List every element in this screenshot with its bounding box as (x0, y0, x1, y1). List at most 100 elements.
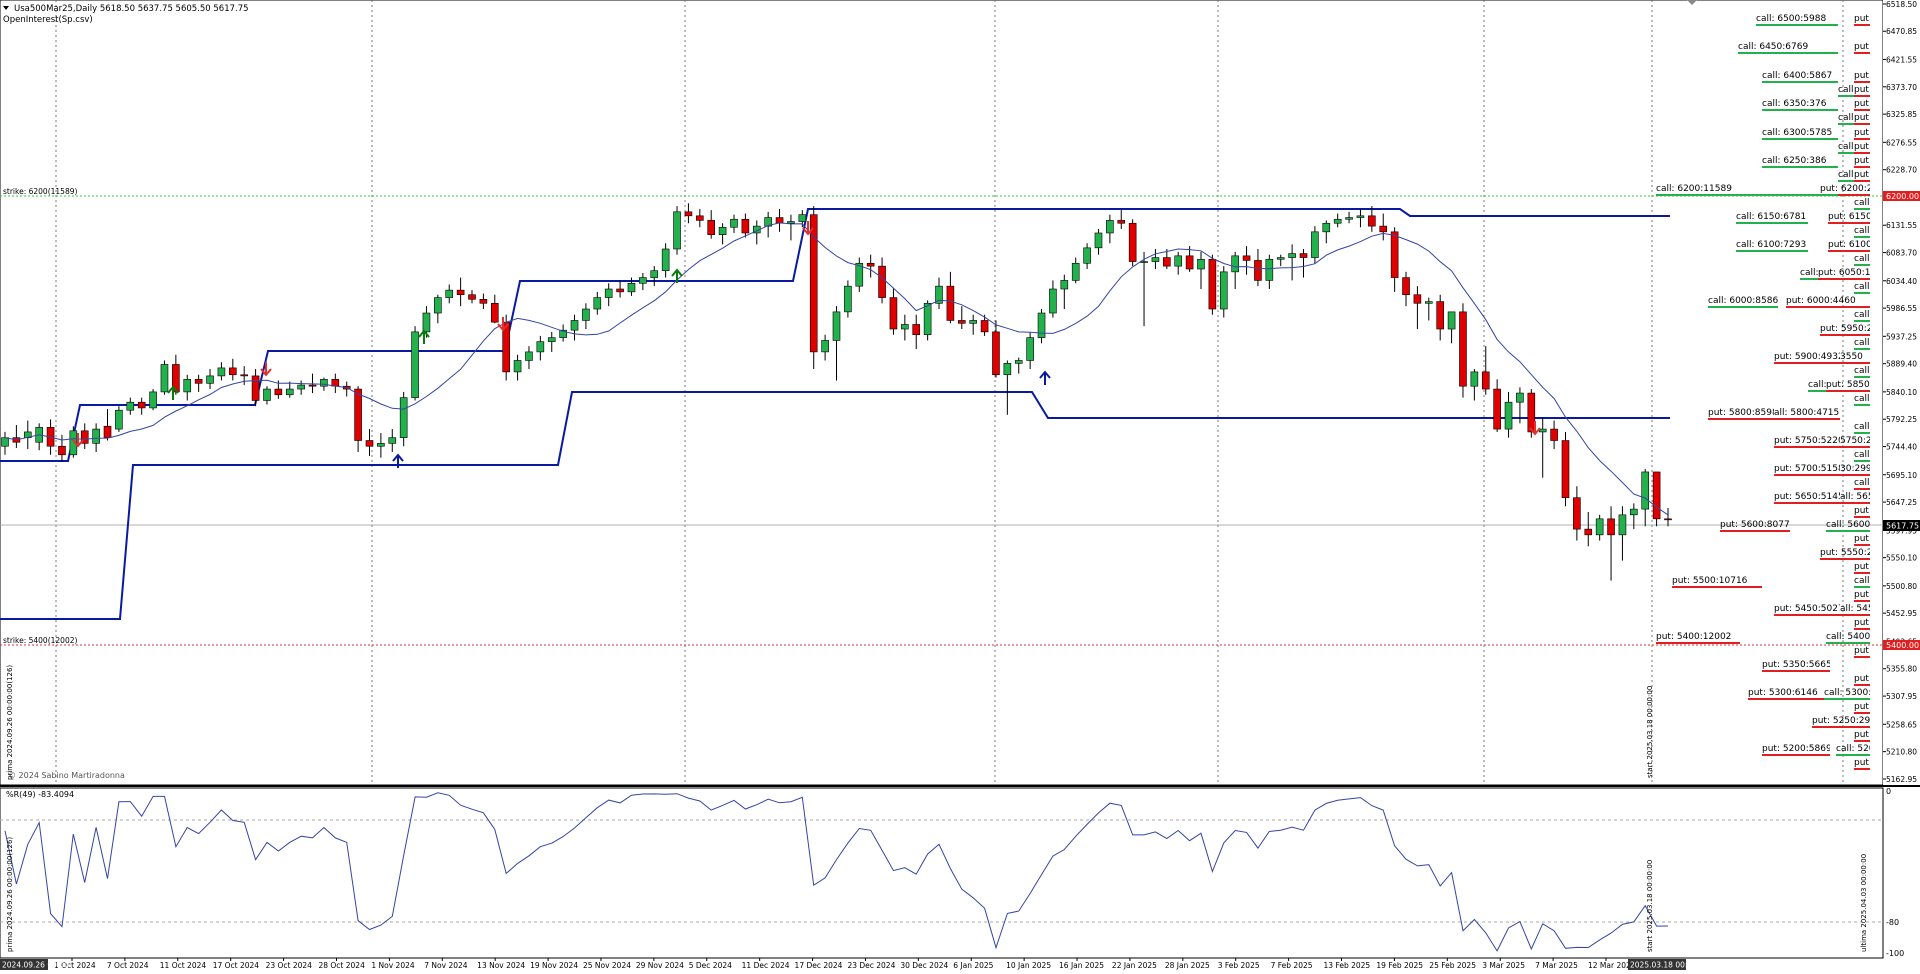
time-axis-label: 19 Feb 2025 (1376, 961, 1423, 970)
open-interest-label: put: 5 (1854, 702, 1870, 714)
open-interest-label: call (1838, 142, 1858, 154)
bull-candle (1, 437, 9, 447)
bear-candle (1208, 258, 1217, 310)
open-interest-label: call: 5200 (1836, 744, 1870, 756)
bear-candle (1664, 518, 1672, 521)
bear-candle (1379, 225, 1388, 233)
bull-candle (1322, 222, 1331, 233)
open-interest-label: all: 5800:4715 (1774, 408, 1840, 420)
price-axis-label: 5937.25 (1886, 332, 1917, 341)
open-interest-label: put: 6 (1854, 14, 1870, 26)
bull-candle (445, 289, 454, 298)
prima-vertical-label: prima 2024.09.26 00:00:00(126) (6, 665, 14, 780)
bear-candle (1185, 255, 1194, 270)
bear-candle (1117, 220, 1126, 224)
open-interest-label: put: 6050:1 (1818, 268, 1870, 280)
bull-candle (627, 282, 636, 293)
open-interest-label: put: 6 (1854, 42, 1870, 54)
bull-candle (160, 364, 169, 393)
bear-candle (1459, 311, 1467, 387)
bull-candle (582, 308, 590, 321)
open-interest-label: 30:2999 (1840, 464, 1870, 476)
bull-candle (285, 388, 294, 396)
strike-5400-label: strike: 5400(12002) (3, 636, 77, 645)
price-axis-label: 5647.25 (1886, 498, 1917, 507)
bull-candle (764, 217, 772, 227)
open-interest-label: put: 6 (1854, 71, 1870, 83)
bear-candle (1607, 518, 1615, 536)
strike-6200-badge-label: 6200.00 (1886, 192, 1919, 201)
bear-candle (1436, 301, 1444, 330)
time-axis: 1 Oct 2024 7 Oct 2024 11 Oct 2024 17 Oct 20… (54, 958, 1636, 970)
bull-candle (1140, 261, 1148, 263)
open-interest-label: call: 6450:6769 (1738, 42, 1838, 54)
open-interest-label: call: 6300:5785 (1762, 128, 1838, 140)
bull-candle (1014, 360, 1023, 364)
bear-candle (1390, 231, 1399, 278)
bear-candle (616, 288, 624, 293)
price-axis-label: 5355.80 (1886, 665, 1917, 674)
bull-candle (1447, 311, 1456, 330)
open-interest-label: put: 5200:5869 (1762, 744, 1830, 756)
open-interest-label: call: 6 (1854, 226, 1870, 238)
open-interest-label: put: 5700:5158 (1774, 464, 1840, 476)
bull-candle (1231, 255, 1239, 273)
open-interest-label: put: 5600:8077 (1720, 520, 1790, 532)
bear-candle (251, 375, 260, 401)
buy-arrow-icon (418, 329, 430, 344)
bull-candle (115, 409, 123, 430)
williams-r-label: %R(49) -83.4094 (6, 790, 74, 799)
bull-candle (1276, 257, 1285, 260)
bull-candle (969, 320, 977, 324)
bull-candle (570, 320, 579, 331)
start-date-label: 2024.09.26 00:00 (2, 961, 69, 970)
bull-candle (604, 288, 613, 298)
open-interest-label: call (1838, 113, 1858, 125)
price-axis[interactable] (1883, 0, 1920, 974)
chart-menu-icon[interactable] (3, 6, 9, 10)
bear-candle (1584, 528, 1593, 536)
time-axis-label: 1 Oct 2024 (54, 961, 96, 970)
start-sub-vertical-label: start 2025.03.18 00:00:00 (1646, 860, 1654, 952)
bull-candle (673, 211, 681, 250)
bull-candle (1037, 312, 1046, 338)
buy-arrow-icon (392, 453, 404, 468)
open-interest-label: 5750:2 (1840, 436, 1870, 448)
time-axis-label: 22 Jan 2025 (1112, 961, 1157, 970)
bull-candle (1265, 258, 1274, 281)
bear-candle (1413, 294, 1422, 304)
open-interest-label: put: 5 (1854, 730, 1870, 742)
williams-r-window[interactable] (0, 787, 1884, 959)
bull-candle (422, 312, 431, 333)
open-interest-label: call: 6350:376 (1762, 99, 1838, 111)
open-interest-label: put: 6150:2 (1828, 212, 1870, 224)
bear-candle (912, 324, 921, 336)
open-interest-label: call: 5 (1854, 450, 1870, 462)
strike-5400-badge-label: 5400.00 (1886, 641, 1919, 650)
bull-candle (388, 437, 397, 444)
open-interest-label: put: 5 (1854, 562, 1870, 574)
bull-candle (593, 297, 602, 310)
time-axis-label: 7 Oct 2024 (107, 961, 149, 970)
time-axis-label: 23 Dec 2024 (847, 961, 895, 970)
bear-candle (354, 388, 362, 441)
price-axis-label: 6276.55 (1886, 138, 1917, 147)
sell-arrow-icon (1529, 421, 1541, 436)
open-interest-label: call: 6200:11589 (1656, 184, 1838, 196)
bull-candle (1003, 363, 1012, 376)
bear-candle (365, 440, 374, 447)
price-axis-label: 6373.70 (1886, 83, 1917, 92)
open-interest-label: put: 6200:294 (1820, 184, 1870, 196)
open-interest-label: call: 6100:7293 (1736, 240, 1808, 252)
shift-marker-icon[interactable] (1687, 0, 1697, 5)
price-axis-label: 6470.85 (1886, 27, 1917, 36)
bull-candle (1174, 255, 1183, 267)
price-axis-label: 6228.70 (1886, 166, 1917, 175)
bull-candle (206, 375, 214, 384)
bull-candle (718, 226, 727, 235)
bull-candle (821, 340, 829, 353)
bear-candle (468, 294, 476, 300)
open-interest-label: put: 5350:5665 (1762, 660, 1830, 672)
end-date-label: 2025.03.18 00:00 (1630, 961, 1697, 970)
